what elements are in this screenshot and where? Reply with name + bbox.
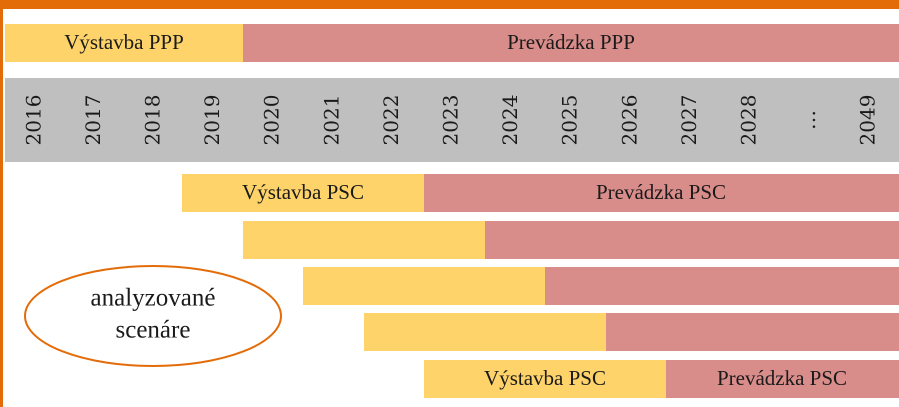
note-ellipse xyxy=(24,265,282,367)
year-label: 2019 xyxy=(200,95,224,146)
scenario-construction-bar xyxy=(303,267,545,305)
ppp-construction-label: Výstavba PPP xyxy=(64,30,184,54)
scenario-operation-label: Prevádzka PSC xyxy=(596,180,726,204)
year-label: 2020 xyxy=(260,95,284,146)
year-label: 2023 xyxy=(439,95,463,146)
left-border xyxy=(0,0,3,407)
top-border xyxy=(0,0,899,9)
scenario-operation-bar xyxy=(424,174,899,212)
scenario-operation-bar xyxy=(545,267,899,305)
ppp-construction-bar xyxy=(5,24,243,62)
scenario-construction-label: Výstavba PSC xyxy=(484,366,606,390)
scenario-construction-bar xyxy=(182,174,424,212)
note-line: scenáre xyxy=(116,317,191,344)
year-label: 2022 xyxy=(379,95,403,146)
year-label: 2049 xyxy=(856,95,880,146)
year-label: … xyxy=(796,110,820,130)
year-label: 2016 xyxy=(21,95,45,146)
year-label: 2026 xyxy=(617,95,641,146)
scenario-construction-label: Výstavba PSC xyxy=(242,180,364,204)
year-band xyxy=(5,78,899,162)
note-line: analyzované xyxy=(91,285,216,312)
ppp-operation-bar xyxy=(243,24,899,62)
scenario-operation-bar xyxy=(606,313,899,351)
scenario-construction-bar xyxy=(243,221,485,259)
ppp-operation-label: Prevádzka PPP xyxy=(507,30,635,54)
year-label: 2017 xyxy=(81,95,105,146)
year-label: 2018 xyxy=(141,95,165,146)
scenario-operation-bar xyxy=(485,221,899,259)
year-label: 2024 xyxy=(498,95,522,146)
scenario-construction-bar xyxy=(424,360,666,398)
year-label: 2027 xyxy=(677,95,701,146)
year-label: 2021 xyxy=(319,95,343,146)
year-label: 2028 xyxy=(737,95,761,146)
scenario-operation-label: Prevádzka PSC xyxy=(717,366,847,390)
scenario-operation-bar xyxy=(666,360,899,398)
year-label: 2025 xyxy=(558,95,582,146)
scenario-construction-bar xyxy=(364,313,606,351)
